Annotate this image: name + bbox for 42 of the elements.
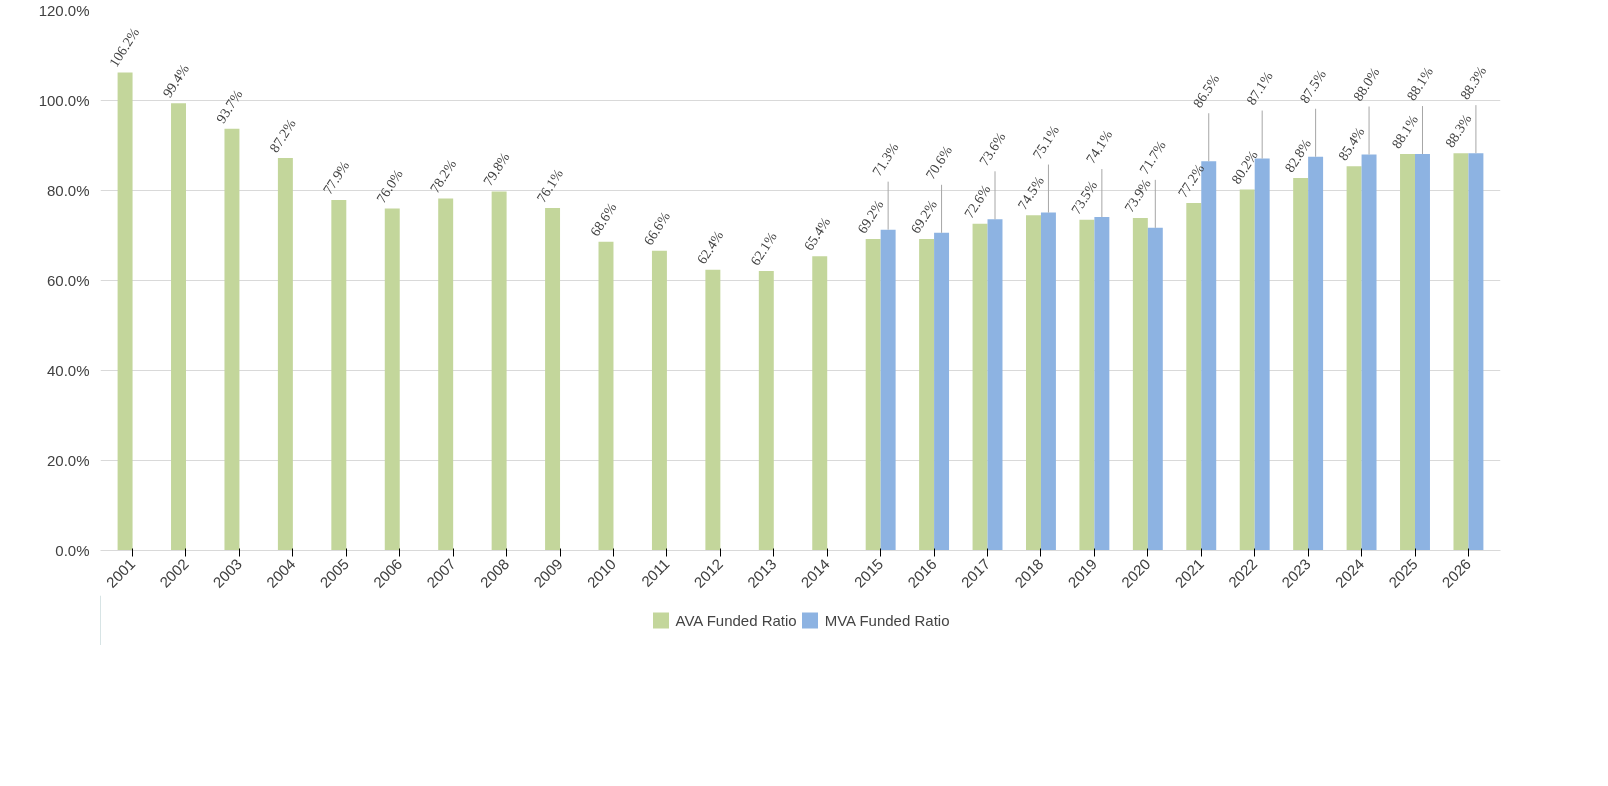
bar xyxy=(1468,153,1484,551)
bar xyxy=(598,241,614,551)
bar xyxy=(972,223,988,551)
bar xyxy=(224,128,240,551)
bar xyxy=(651,250,667,551)
bar xyxy=(1239,189,1255,551)
bar xyxy=(987,219,1003,551)
bar xyxy=(545,208,561,551)
bar xyxy=(171,103,186,551)
bar xyxy=(491,191,507,551)
bar xyxy=(1040,212,1056,551)
bar xyxy=(117,72,133,551)
legend-label: MVA Funded Ratio xyxy=(824,611,950,629)
y-tick-label: 120.0% xyxy=(38,2,90,19)
bar xyxy=(331,199,347,551)
bar xyxy=(1147,227,1163,551)
bar xyxy=(277,158,293,551)
bar xyxy=(812,256,828,551)
bar xyxy=(1415,154,1430,551)
bar xyxy=(934,232,950,551)
legend-label: AVA Funded Ratio xyxy=(675,611,797,629)
bar xyxy=(1094,217,1110,551)
bar xyxy=(1293,177,1309,551)
bar xyxy=(865,239,881,551)
y-tick-label: 80.0% xyxy=(46,182,90,199)
bar xyxy=(1026,215,1041,551)
bar xyxy=(1453,153,1469,551)
bar xyxy=(1079,219,1095,551)
bar xyxy=(705,269,721,551)
bar xyxy=(919,239,935,551)
bar xyxy=(384,208,400,551)
bar xyxy=(1132,217,1148,551)
bar xyxy=(758,271,774,551)
bar xyxy=(1346,166,1362,551)
bar xyxy=(1400,154,1415,551)
y-tick-label: 20.0% xyxy=(46,452,90,469)
y-tick-label: 40.0% xyxy=(46,362,90,379)
y-tick-label: 0.0% xyxy=(55,542,90,559)
bar xyxy=(1186,203,1202,551)
bar xyxy=(438,198,454,551)
y-tick-label: 60.0% xyxy=(46,272,90,289)
y-tick-label: 100.0% xyxy=(38,92,90,109)
